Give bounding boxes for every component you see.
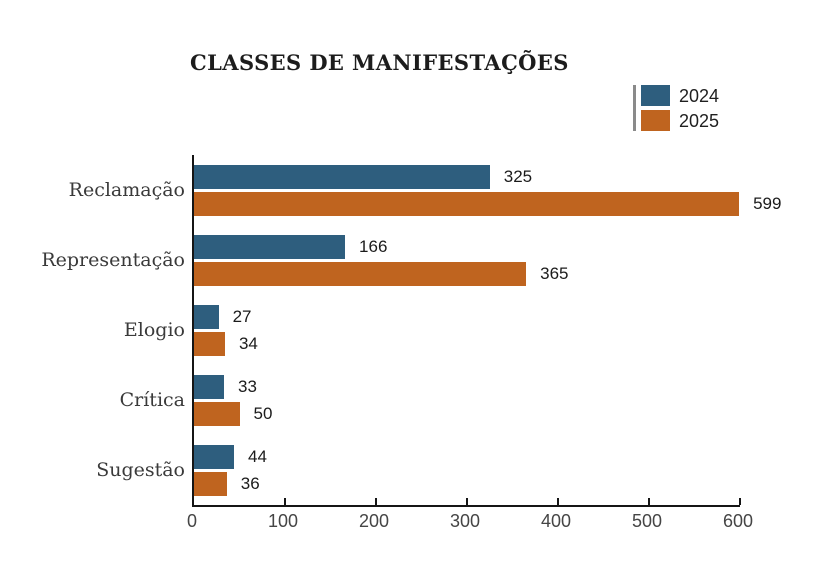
bar-value-label: 36 — [240, 474, 260, 493]
x-axis-tick-label: 200 — [358, 511, 390, 531]
bar-group: 44 36 — [194, 435, 740, 505]
x-axis-tick-label: 300 — [449, 511, 481, 531]
category-label: Sugestão — [96, 459, 185, 481]
bar-row: 50 — [194, 401, 740, 426]
bar-2024 — [194, 234, 346, 259]
x-axis-tick — [557, 498, 559, 505]
bar-row: 33 — [194, 374, 740, 399]
bar-row: 166 — [194, 234, 740, 259]
bar-row: 34 — [194, 331, 740, 356]
x-axis-tick-label: 500 — [631, 511, 663, 531]
bar-group: 27 34 — [194, 295, 740, 365]
bar-2025 — [194, 261, 527, 286]
x-axis-tick-label: 400 — [540, 511, 572, 531]
bar-2024 — [194, 304, 219, 329]
legend-label: 2025 — [679, 110, 720, 131]
bar-row: 44 — [194, 444, 740, 469]
category-label: Elogio — [123, 319, 185, 341]
legend-label: 2024 — [679, 85, 720, 106]
plot-area: 325 599 166 365 27 34 33 50 44 36 — [192, 155, 781, 507]
bar-2025 — [194, 331, 225, 356]
bar-value-label: 34 — [238, 334, 258, 353]
bar-row: 36 — [194, 471, 740, 496]
category-label: Crítica — [119, 389, 185, 411]
legend-swatch — [641, 85, 670, 106]
chart-title: CLASSES DE MANIFESTAÇÕES — [190, 50, 569, 75]
bar-2024 — [194, 374, 225, 399]
x-axis-tick — [284, 498, 286, 505]
bar-value-label: 365 — [540, 264, 569, 283]
legend-item-2025: 2025 — [641, 110, 719, 131]
bar-row: 599 — [194, 191, 781, 216]
x-axis-tick-label: 0 — [186, 511, 198, 531]
legend-swatch — [641, 110, 670, 131]
bar-2025 — [194, 191, 740, 216]
bar-value-label: 325 — [503, 167, 533, 186]
y-axis-category-labels: Reclamação Representação Elogio Crítica Suge… — [0, 155, 185, 505]
x-axis-tick-label: 600 — [722, 511, 754, 531]
bar-group: 33 50 — [194, 365, 740, 435]
legend: 2024 2025 — [633, 85, 719, 131]
bar-2025 — [194, 401, 240, 426]
x-axis-tick-labels: 0 100 200 300 400 500 600 — [187, 511, 753, 536]
bar-value-label: 599 — [753, 194, 782, 213]
bar-value-label: 33 — [238, 377, 257, 396]
bar-2024 — [194, 164, 490, 189]
category-label: Representação — [41, 249, 185, 271]
x-axis-tick — [375, 498, 377, 505]
bar-row: 27 — [194, 304, 740, 329]
bar-2025 — [194, 471, 227, 496]
bar-2024 — [194, 444, 235, 469]
bar-value-label: 50 — [253, 404, 273, 423]
bar-group: 166 365 — [194, 225, 740, 295]
bar-row: 365 — [194, 261, 740, 286]
x-axis-tick — [466, 498, 468, 505]
bar-value-label: 166 — [359, 237, 388, 256]
legend-item-2024: 2024 — [641, 85, 719, 106]
bar-value-label: 44 — [248, 447, 267, 466]
category-label: Reclamação — [68, 179, 185, 201]
x-axis-tick — [648, 498, 650, 505]
bar-row: 325 — [194, 164, 740, 189]
x-axis-tick — [739, 498, 741, 505]
x-axis-tick-label: 100 — [267, 511, 299, 531]
bar-group: 325 599 — [194, 155, 781, 225]
bar-value-label: 27 — [232, 307, 252, 326]
